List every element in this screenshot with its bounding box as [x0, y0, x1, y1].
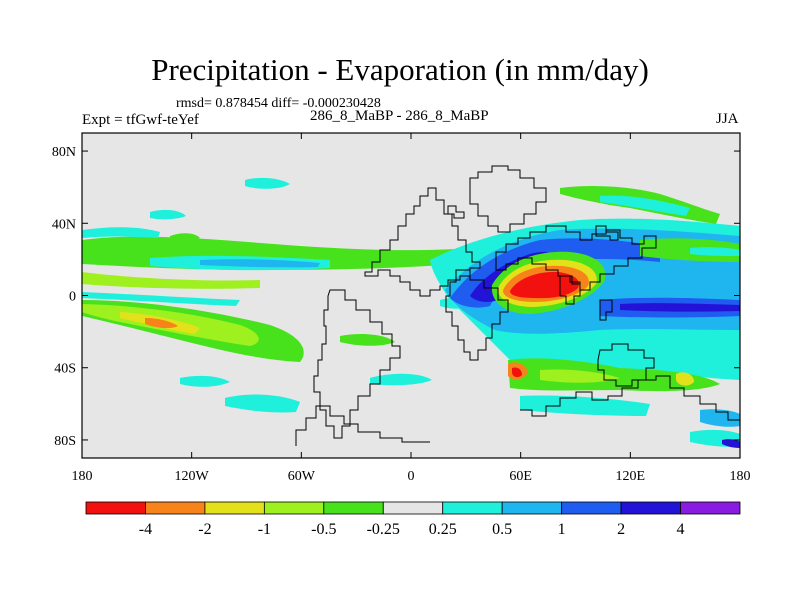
colorbar: -4 -2 -1 -0.5 -0.25 0.25 0.5 1 2 4 [85, 501, 741, 538]
colorbar-swatch [442, 501, 503, 515]
contour-patch [600, 195, 690, 216]
colorbar-label: -2 [198, 521, 211, 538]
contour-patch [620, 303, 740, 312]
y-tick-label: 40S [54, 362, 76, 377]
x-tick-label: 0 [408, 469, 415, 484]
continent-north-america [364, 187, 481, 297]
continent-eurasia [495, 225, 657, 291]
contour-patch [540, 369, 620, 383]
contour-patch [510, 271, 580, 299]
colorbar-swatch [620, 501, 681, 515]
colorbar-swatch [501, 501, 563, 515]
contour-patch [180, 375, 230, 387]
continent-south-america [313, 289, 401, 439]
contour-patch [82, 292, 240, 306]
contour-patch [370, 373, 432, 386]
continent-africa [445, 269, 509, 361]
continent-india [559, 275, 581, 305]
colorbar-swatch [323, 501, 384, 515]
colorbar-swatch [204, 501, 265, 515]
island-japan [595, 225, 619, 241]
y-tick-label: 40N [52, 217, 76, 232]
y-tick-label: 80S [54, 434, 76, 449]
colorbar-swatch [85, 501, 146, 515]
contour-patch [82, 227, 160, 238]
colorbar-label: 4 [677, 521, 685, 538]
colorbar-label: -0.25 [367, 521, 400, 538]
x-tick-label: 120E [616, 469, 646, 484]
coastlines [295, 165, 740, 446]
continent-australia [597, 343, 655, 387]
colorbar-swatch [263, 501, 325, 515]
contour-patch [145, 318, 178, 329]
colorbar-label: 0.25 [429, 521, 457, 538]
season-label: JJA [716, 111, 739, 127]
colorbar-swatch [680, 501, 741, 515]
y-tick-label: 0 [69, 290, 76, 305]
contour-patch [340, 334, 395, 346]
contour-patch [508, 358, 720, 392]
experiment-label: Expt = tfGwf-teYef [82, 112, 199, 128]
case-label: 286_8_MaBP - 286_8_MaBP [310, 108, 489, 124]
x-tick-label: 180 [730, 469, 751, 484]
x-axis: 180 120W 60W 0 60E 120E 180 [72, 133, 751, 484]
contour-patch [722, 439, 740, 448]
colorbar-label: -4 [139, 521, 152, 538]
colorbar-label: -1 [258, 521, 271, 538]
island-uk [447, 205, 465, 219]
colorbar-label: 1 [558, 521, 566, 538]
stats-label: rmsd= 0.878454 diff= -0.000230428 [176, 96, 381, 111]
contour-patch [676, 372, 694, 386]
continent-greenland [469, 165, 547, 233]
contour-patch [82, 272, 260, 289]
contour-patch [520, 395, 650, 416]
colorbar-swatch [145, 501, 206, 515]
contour-patch [700, 409, 740, 427]
contour-patch [225, 394, 300, 413]
contour-patch [170, 233, 200, 242]
colorbar-swatch [382, 501, 444, 515]
y-tick-label: 80N [52, 145, 76, 160]
page-title: Precipitation - Evaporation (in mm/day) [151, 52, 649, 87]
contour-patch [150, 209, 186, 220]
contour-patch [200, 259, 320, 268]
contour-patch [690, 247, 740, 256]
colorbar-swatch [561, 501, 622, 515]
colorbar-label: -0.5 [311, 521, 336, 538]
x-tick-label: 120W [175, 469, 210, 484]
island-indonesia [599, 299, 613, 321]
x-tick-label: 60E [509, 469, 532, 484]
continent-antarctica [295, 375, 740, 446]
x-tick-label: 60W [288, 469, 316, 484]
contour-patch [512, 367, 522, 378]
y-axis: 80N 40N 0 40S 80S [52, 145, 740, 449]
x-tick-label: 180 [72, 469, 93, 484]
contour-patch [245, 177, 290, 189]
contour-patch [450, 238, 660, 308]
colorbar-label: 2 [617, 521, 625, 538]
colorbar-label: 0.5 [492, 521, 512, 538]
